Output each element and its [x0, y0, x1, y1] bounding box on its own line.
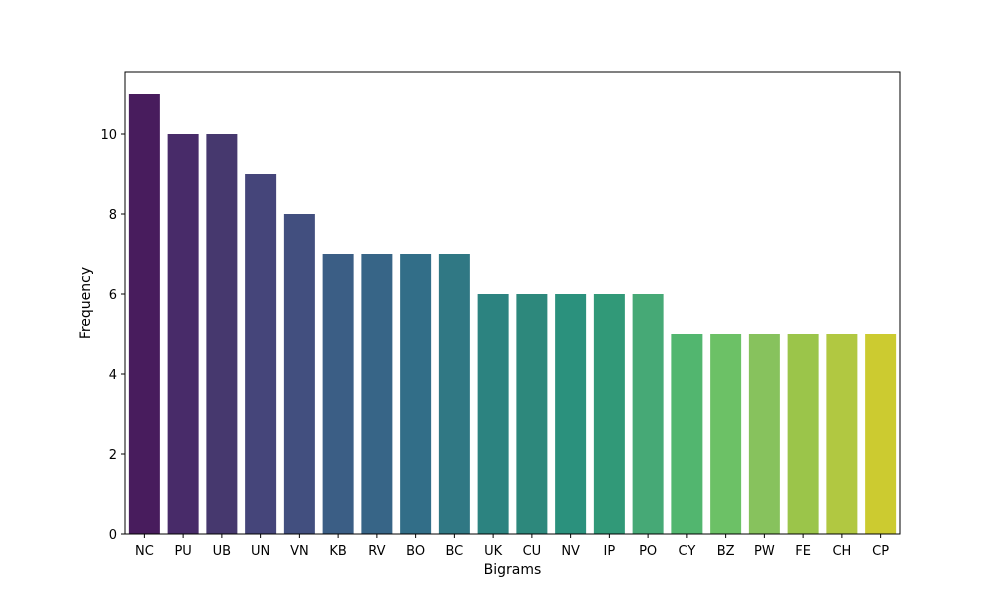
bar-po [632, 294, 664, 534]
y-tick-label: 8 [109, 208, 117, 223]
bar-pw [748, 334, 780, 534]
bar-ip [593, 294, 625, 534]
x-tick-label: PW [754, 544, 775, 559]
x-tick-label: NV [561, 544, 580, 559]
bar-vn [283, 214, 315, 534]
bar-rv [361, 254, 393, 534]
x-tick-label: UK [484, 544, 503, 559]
bar-bz [710, 334, 742, 534]
y-axis-label: Frequency [78, 267, 94, 339]
bar-bc [438, 254, 470, 534]
bar-cp [865, 334, 897, 534]
y-tick-label: 6 [109, 288, 117, 303]
plot-frame [124, 71, 901, 535]
bars-group [128, 94, 897, 534]
bar-ch [826, 334, 858, 534]
x-tick-label: PO [639, 544, 657, 559]
x-tick-label: UB [213, 544, 231, 559]
x-tick-label: RV [368, 544, 385, 559]
bar-un [245, 174, 277, 534]
y-axis-ticks: 0 2 4 6 8 10 [100, 128, 125, 543]
x-tick-label: VN [290, 544, 309, 559]
x-tick-label: UN [251, 544, 270, 559]
x-tick-label: PU [174, 544, 191, 559]
x-tick-label: CP [872, 544, 889, 559]
x-tick-label: CH [832, 544, 851, 559]
x-tick-label: KB [329, 544, 346, 559]
bar-nv [555, 294, 587, 534]
y-tick-label: 0 [109, 528, 117, 543]
y-tick-label: 2 [109, 448, 117, 463]
x-tick-label: BC [445, 544, 463, 559]
bar-cu [516, 294, 548, 534]
x-tick-label: NC [135, 544, 154, 559]
bar-bo [400, 254, 432, 534]
bar-nc [128, 94, 160, 534]
y-tick-label: 4 [109, 368, 117, 383]
bar-cy [671, 334, 703, 534]
bar-fe [787, 334, 819, 534]
x-tick-label: CY [678, 544, 695, 559]
bar-kb [322, 254, 354, 534]
x-tick-label: CU [523, 544, 542, 559]
x-tick-label: FE [795, 544, 811, 559]
bar-uk [477, 294, 509, 534]
x-axis-label: Bigrams [484, 562, 542, 578]
x-axis-ticks: NC PU UB UN VN KB RV BO BC UK CU NV IP PO CY BZ PW FE CH CP [135, 534, 889, 559]
bar-pu [167, 134, 199, 534]
x-tick-label: IP [604, 544, 616, 559]
bar-ub [206, 134, 238, 534]
x-tick-label: BZ [717, 544, 735, 559]
x-tick-label: BO [406, 544, 425, 559]
y-tick-label: 10 [100, 128, 117, 143]
